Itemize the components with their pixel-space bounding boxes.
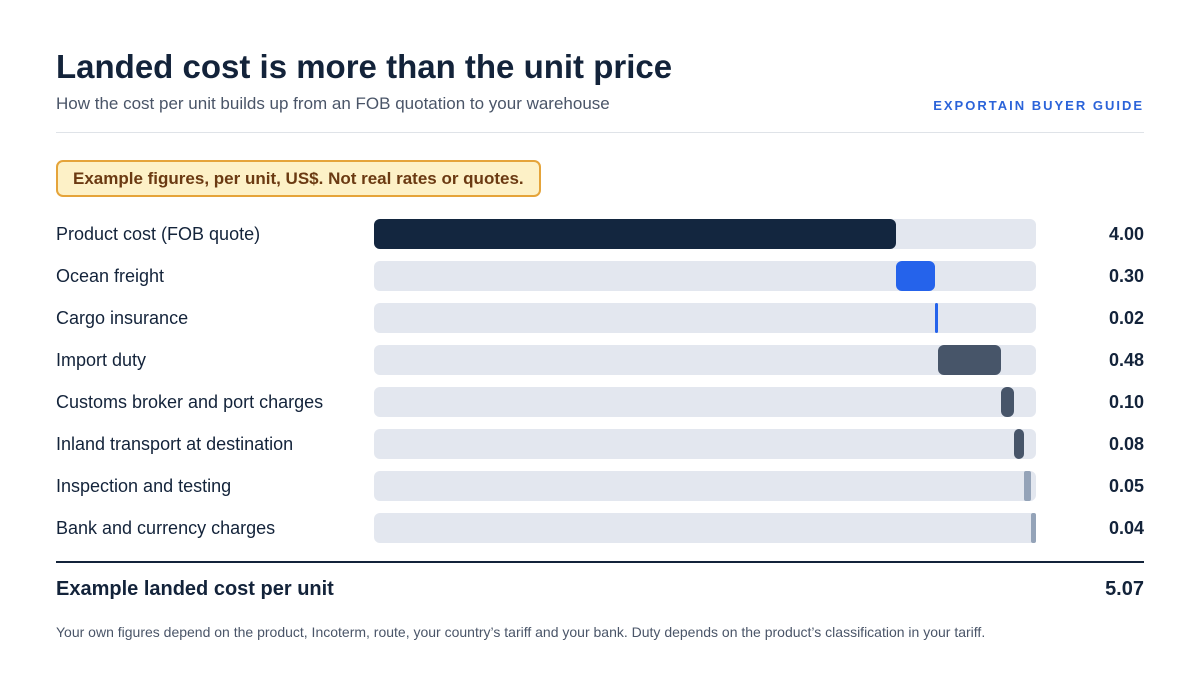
bar-segment xyxy=(1030,513,1036,543)
value-label: 0.10 xyxy=(1108,392,1144,412)
bar-track xyxy=(374,303,1036,333)
header-divider xyxy=(56,132,1144,133)
value-label: 0.05 xyxy=(1108,476,1144,496)
category-label: Inland transport at destination xyxy=(56,434,294,454)
category-label: Ocean freight xyxy=(56,266,165,286)
bar-track xyxy=(374,219,1036,249)
brand-label: EXPORTAIN BUYER GUIDE xyxy=(933,98,1144,113)
category-label: Cargo insurance xyxy=(56,308,189,328)
value-label: 0.04 xyxy=(1108,518,1144,538)
bar-track xyxy=(374,471,1036,501)
bar-segment xyxy=(935,303,939,333)
bar-segment xyxy=(896,261,936,291)
page-subtitle: How the cost per unit builds up from an … xyxy=(56,94,610,113)
bar-segment xyxy=(1024,471,1031,501)
category-label: Product cost (FOB quote) xyxy=(56,224,261,244)
value-label: 0.48 xyxy=(1108,350,1144,370)
bar-track xyxy=(374,345,1036,375)
category-label: Bank and currency charges xyxy=(56,518,276,538)
category-label: Customs broker and port charges xyxy=(56,392,324,412)
category-label: Import duty xyxy=(56,350,147,370)
category-label: Inspection and testing xyxy=(56,476,232,496)
bar-track xyxy=(374,513,1036,543)
value-label: 0.02 xyxy=(1108,308,1144,328)
footnote: Your own figures depend on the product, … xyxy=(56,624,986,640)
value-label: 0.08 xyxy=(1108,434,1144,454)
value-label: 0.30 xyxy=(1108,266,1144,286)
bar-track xyxy=(374,261,1036,291)
bar-segment xyxy=(938,345,1001,375)
bar-segment xyxy=(1013,429,1025,459)
page-title: Landed cost is more than the unit price xyxy=(56,48,673,85)
example-figures-note: Example figures, per unit, US$. Not real… xyxy=(56,160,541,197)
value-label: 4.00 xyxy=(1108,224,1144,244)
total-value: 5.07 xyxy=(1105,578,1144,600)
total-divider xyxy=(56,561,1144,563)
total-label: Example landed cost per unit xyxy=(56,578,334,600)
bar-track xyxy=(374,429,1036,459)
bar-segment xyxy=(374,219,897,249)
bar-segment xyxy=(1000,387,1014,417)
bar-track xyxy=(374,387,1036,417)
